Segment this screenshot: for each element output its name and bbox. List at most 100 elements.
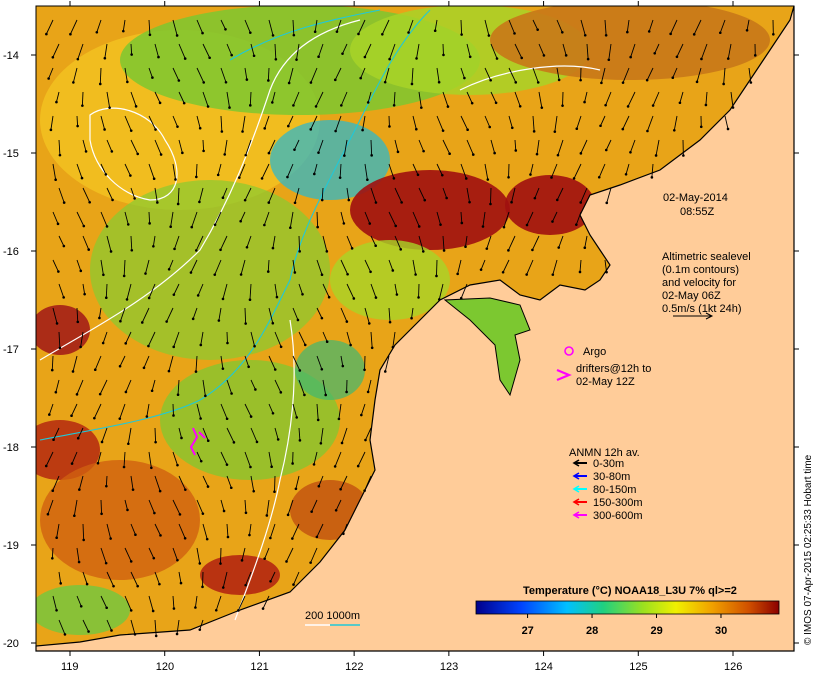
velocity-arrow [526, 211, 534, 226]
velocity-arrowhead [194, 370, 198, 373]
velocity-arrowhead [126, 80, 129, 84]
velocity-arrowhead [228, 106, 231, 109]
velocity-arrowhead [374, 201, 378, 204]
velocity-arrowhead [157, 55, 160, 59]
velocity-arrowhead [249, 31, 252, 34]
velocity-arrow [249, 91, 252, 106]
velocity-arrowhead [317, 55, 320, 59]
velocity-arrowhead [198, 562, 202, 565]
velocity-arrow [215, 595, 222, 611]
velocity-arrow [316, 403, 319, 420]
velocity-arrow [130, 235, 133, 251]
velocity-arrowhead [671, 76, 675, 80]
velocity-arrow [460, 163, 467, 179]
velocity-arrowhead [252, 489, 256, 493]
velocity-arrowhead [342, 532, 345, 536]
velocity-arrowhead [313, 172, 316, 176]
velocity-arrow [82, 187, 91, 203]
velocity-arrow [598, 163, 606, 178]
velocity-arrowhead [154, 440, 157, 444]
velocity-arrow [101, 427, 108, 443]
velocity-arrowhead [564, 54, 568, 57]
svg-text:and velocity for: and velocity for [662, 277, 736, 289]
velocity-arrow [532, 19, 539, 30]
velocity-arrowhead [309, 81, 313, 84]
velocity-arrowhead [363, 489, 366, 492]
velocity-arrowhead [345, 390, 348, 394]
velocity-arrowhead [439, 223, 442, 226]
velocity-arrowhead [542, 54, 546, 57]
velocity-arrowhead [156, 201, 159, 204]
velocity-arrow [274, 379, 282, 393]
velocity-arrowhead [55, 322, 59, 325]
anmn-legend-arrowhead [572, 485, 580, 493]
velocity-arrow [241, 547, 246, 561]
velocity-arrow [226, 91, 230, 108]
velocity-arrow [220, 235, 228, 250]
velocity-arrow [196, 499, 204, 514]
velocity-arrow [392, 331, 396, 348]
velocity-arrowhead [100, 512, 103, 516]
velocity-arrowhead [298, 439, 302, 442]
velocity-arrow [388, 307, 391, 323]
velocity-arrowhead [722, 82, 725, 86]
velocity-arrow [652, 91, 660, 106]
velocity-arrow [119, 307, 126, 322]
velocity-arrow [532, 67, 539, 83]
velocity-arrow [214, 211, 222, 225]
velocity-arrowhead [531, 248, 534, 252]
velocity-arrowhead [245, 245, 249, 249]
velocity-arrowhead [356, 464, 360, 468]
velocity-arrow [99, 379, 108, 395]
svg-text:0.5m/s (1kt 24h): 0.5m/s (1kt 24h) [662, 303, 741, 315]
velocity-arrow [222, 571, 228, 588]
velocity-arrowhead [279, 391, 283, 394]
velocity-arrowhead [49, 128, 53, 132]
velocity-arrow [82, 619, 89, 632]
velocity-arrowhead [98, 82, 102, 86]
velocity-arrowhead [47, 77, 50, 80]
velocity-arrow [197, 283, 204, 296]
velocity-arrowhead [56, 222, 60, 226]
velocity-arrow [76, 595, 82, 607]
velocity-arrowhead [124, 390, 128, 394]
velocity-arrow [220, 355, 224, 369]
velocity-arrowhead [316, 225, 319, 229]
velocity-arrowhead [205, 537, 209, 541]
velocity-arrowhead [650, 176, 654, 179]
velocity-arrowhead [415, 57, 418, 60]
velocity-arrow [172, 499, 181, 515]
velocity-arrowhead [173, 247, 176, 251]
velocity-arrow [240, 259, 246, 275]
velocity-arrow [148, 283, 156, 299]
velocity-arrow [484, 19, 490, 36]
velocity-arrow [220, 451, 228, 465]
velocity-arrow [286, 547, 294, 562]
velocity-arrowhead [295, 58, 298, 61]
velocity-arrow [244, 67, 248, 80]
velocity-arrowhead [213, 273, 217, 276]
velocity-arrowhead [605, 201, 609, 205]
velocity-arrowhead [493, 151, 496, 155]
velocity-arrowhead [319, 441, 323, 445]
velocity-arrowhead [102, 273, 105, 277]
velocity-arrow [316, 307, 323, 319]
velocity-arrowhead [172, 293, 176, 296]
velocity-arrow [194, 595, 198, 608]
velocity-arrow [245, 571, 252, 586]
velocity-arrowhead [181, 151, 184, 155]
velocity-arrowhead [225, 417, 229, 421]
velocity-arrow [178, 523, 186, 539]
velocity-arrowhead [58, 346, 62, 350]
velocity-arrowhead [433, 29, 437, 33]
velocity-arrow [648, 19, 654, 32]
velocity-arrowhead [179, 581, 183, 585]
velocity-arrowhead [448, 152, 451, 156]
velocity-arrow [82, 571, 88, 585]
velocity-arrow [336, 19, 342, 32]
velocity-arrowhead [273, 490, 276, 494]
velocity-arrow [322, 235, 328, 252]
velocity-arrow [190, 259, 198, 273]
velocity-arrowhead [510, 126, 514, 130]
velocity-arrow [313, 451, 318, 465]
